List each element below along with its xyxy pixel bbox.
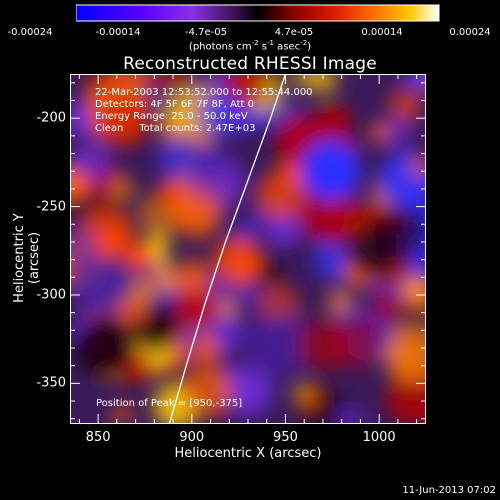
- y-axis-label: Heliocentric Y (arcsec): [12, 213, 42, 303]
- info-line-detectors: Detectors: 4F 5F 6F 7F 8F, Att 0: [95, 99, 255, 110]
- y-tick-label: -350: [36, 375, 66, 391]
- x-tick-label: 950: [273, 430, 298, 445]
- x-tick-label: 900: [179, 430, 205, 445]
- y-tick-label: -200: [36, 110, 66, 126]
- timestamp: 11-Jun-2013 07:02: [402, 485, 496, 496]
- x-axis-label: Heliocentric X (arcsec): [174, 446, 322, 461]
- peak-position-label: Position of Peak = [950,-375]: [96, 398, 243, 409]
- colorbar-units: (photons cm-2 s-1 asec-2): [188, 39, 312, 53]
- colorbar-tick-label: -0.00014: [95, 27, 141, 38]
- chart-title: Reconstructed RHESSI Image: [123, 54, 377, 74]
- info-line-time: 22-Mar-2003 12:53:52.000 to 12:55:44.000: [95, 87, 313, 98]
- colorbar: [76, 4, 440, 22]
- y-tick-label: -300: [36, 287, 66, 303]
- heatmap-plot: [70, 74, 426, 424]
- solar-limb-line: [168, 74, 287, 424]
- y-tick-label: -250: [36, 199, 66, 215]
- colorbar-tick-label: 0.00024: [449, 27, 491, 38]
- x-tick-label: 850: [85, 430, 111, 445]
- x-tick-label: 1000: [362, 430, 396, 445]
- colorbar-tick-label: 4.7e-05: [274, 27, 314, 38]
- colorbar-tick-label: -0.00024: [7, 27, 53, 38]
- colorbar-tick-label: -4.7e-05: [185, 27, 227, 38]
- info-line-energy: Energy Range: 25.0 - 50.0 keV: [95, 111, 248, 122]
- colorbar-tick-label: 0.00014: [361, 27, 403, 38]
- info-line-counts: Clean Total counts: 2.47E+03: [95, 123, 256, 134]
